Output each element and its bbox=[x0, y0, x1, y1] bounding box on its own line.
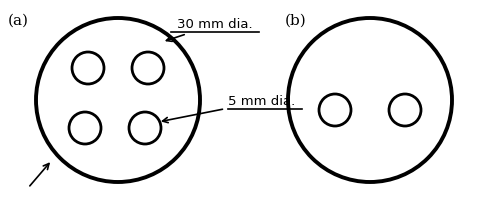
Text: 30 mm dia.: 30 mm dia. bbox=[166, 18, 253, 41]
Text: (a): (a) bbox=[8, 14, 29, 28]
Text: 5 mm dia.: 5 mm dia. bbox=[162, 95, 295, 123]
Text: (b): (b) bbox=[285, 14, 307, 28]
